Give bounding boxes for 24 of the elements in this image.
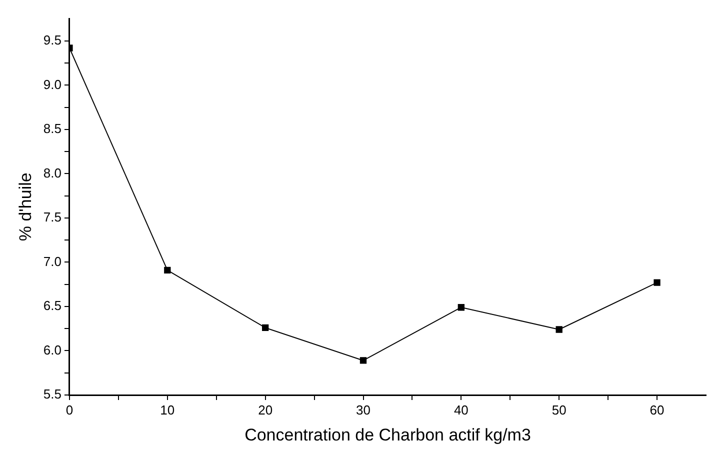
y-tick-label: 8.0 bbox=[43, 165, 62, 180]
x-tick-label: 50 bbox=[552, 402, 566, 418]
y-tick-label: 9.0 bbox=[43, 76, 62, 92]
point bbox=[164, 266, 171, 274]
x-axis-title: Concentration de Charbon actif kg/m3 bbox=[244, 425, 531, 444]
y-tick-label: 7.0 bbox=[43, 254, 62, 269]
x-tick-label: 20 bbox=[258, 402, 273, 418]
x-tick-label: 60 bbox=[650, 402, 664, 418]
point bbox=[556, 326, 562, 333]
point bbox=[654, 279, 660, 286]
x-tick-label: 0 bbox=[66, 402, 74, 418]
x-tick-label: 30 bbox=[356, 402, 370, 418]
y-tick-label: 7.5 bbox=[43, 210, 62, 225]
y-tick-label: 5.5 bbox=[43, 386, 62, 402]
point bbox=[262, 324, 269, 332]
y-tick-label: 8.5 bbox=[43, 121, 62, 136]
x-tick-label: 10 bbox=[160, 402, 175, 418]
y-tick-label: 6.0 bbox=[43, 342, 62, 358]
y-axis-title: % d'huile bbox=[16, 172, 35, 242]
x-tick-label: 40 bbox=[454, 402, 468, 418]
y-tick-label: 6.5 bbox=[43, 298, 62, 314]
point bbox=[458, 304, 465, 311]
point bbox=[360, 357, 367, 364]
y-tick-label: 9.5 bbox=[43, 32, 62, 48]
